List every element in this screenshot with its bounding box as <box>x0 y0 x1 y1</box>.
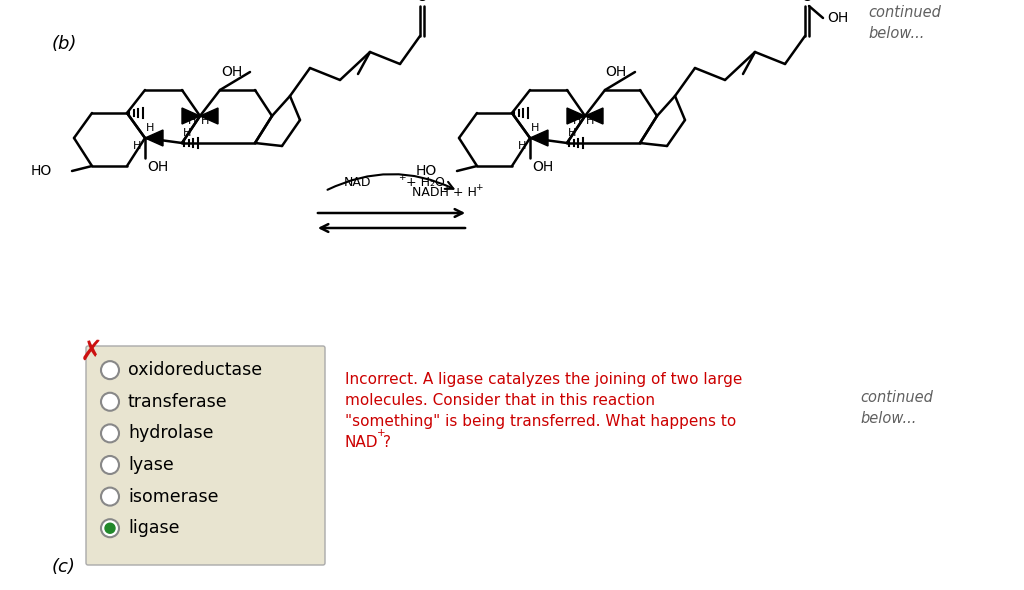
Text: continued
below...: continued below... <box>868 5 941 41</box>
Polygon shape <box>530 130 548 146</box>
Text: lyase: lyase <box>128 456 174 474</box>
Text: Incorrect. A ligase catalyzes the joining of two large: Incorrect. A ligase catalyzes the joinin… <box>345 372 742 387</box>
Circle shape <box>101 519 119 537</box>
Text: H: H <box>518 141 526 151</box>
Text: ?: ? <box>383 435 391 450</box>
Text: OH: OH <box>221 65 242 79</box>
Circle shape <box>101 361 119 379</box>
Text: OH: OH <box>827 11 848 25</box>
Text: OH: OH <box>532 160 553 174</box>
Text: continued
below...: continued below... <box>860 390 933 426</box>
Text: oxidoreductase: oxidoreductase <box>128 361 262 379</box>
Text: NAD: NAD <box>344 176 372 189</box>
Polygon shape <box>182 108 200 124</box>
Text: H: H <box>572 116 582 126</box>
Text: molecules. Consider that in this reaction: molecules. Consider that in this reactio… <box>345 393 655 408</box>
Polygon shape <box>585 108 603 124</box>
Text: H: H <box>183 128 191 138</box>
Text: hydrolase: hydrolase <box>128 424 213 442</box>
Polygon shape <box>567 108 585 124</box>
Text: H: H <box>133 141 141 151</box>
FancyArrowPatch shape <box>328 174 454 190</box>
Text: HO: HO <box>416 164 437 178</box>
Text: +: + <box>377 428 386 438</box>
Text: transferase: transferase <box>128 393 227 411</box>
Circle shape <box>101 424 119 442</box>
Polygon shape <box>145 130 163 146</box>
Text: ✗: ✗ <box>80 338 103 366</box>
Text: HO: HO <box>31 164 52 178</box>
Circle shape <box>101 393 119 411</box>
Text: H: H <box>145 123 155 133</box>
Circle shape <box>101 487 119 506</box>
Text: H: H <box>586 116 594 126</box>
Text: ligase: ligase <box>128 519 179 537</box>
Text: (c): (c) <box>52 558 76 576</box>
Text: +: + <box>398 173 406 182</box>
Text: isomerase: isomerase <box>128 487 218 506</box>
Text: H: H <box>201 116 209 126</box>
Text: O: O <box>417 0 427 4</box>
Text: NADH + H: NADH + H <box>412 186 476 199</box>
Polygon shape <box>200 108 218 124</box>
Text: "something" is being transferred. What happens to: "something" is being transferred. What h… <box>345 414 736 429</box>
Text: + H₂O: + H₂O <box>402 176 445 189</box>
Text: NAD: NAD <box>345 435 379 450</box>
FancyBboxPatch shape <box>86 346 325 565</box>
Text: +: + <box>475 183 483 192</box>
Text: H: H <box>187 116 197 126</box>
Text: H: H <box>568 128 577 138</box>
Text: OH: OH <box>606 65 627 79</box>
Circle shape <box>105 523 115 533</box>
Text: OH: OH <box>147 160 168 174</box>
Text: O: O <box>802 0 812 4</box>
Circle shape <box>101 456 119 474</box>
Text: (b): (b) <box>52 35 78 53</box>
Text: H: H <box>530 123 540 133</box>
